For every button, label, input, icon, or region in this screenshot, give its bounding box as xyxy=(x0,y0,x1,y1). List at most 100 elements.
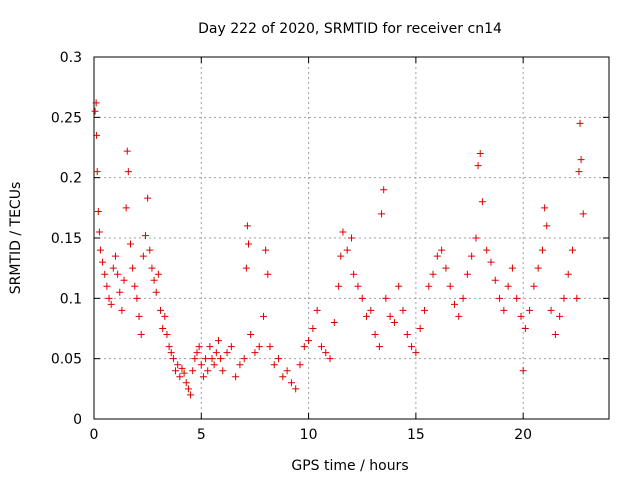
data-point xyxy=(107,300,115,308)
data-point xyxy=(472,234,480,242)
data-point xyxy=(150,276,158,284)
data-point xyxy=(551,331,559,339)
data-point xyxy=(382,294,390,302)
y-tick-label: 0.25 xyxy=(51,110,82,126)
data-point xyxy=(313,306,321,314)
data-point xyxy=(191,355,199,363)
data-point xyxy=(217,355,225,363)
data-point xyxy=(560,294,568,302)
data-point xyxy=(208,355,216,363)
data-point xyxy=(129,264,137,272)
data-point xyxy=(193,349,201,357)
data-point xyxy=(556,312,564,320)
data-point xyxy=(154,270,162,278)
data-point xyxy=(438,246,446,254)
data-point xyxy=(103,282,111,290)
x-tick-label: 0 xyxy=(90,427,99,443)
data-point xyxy=(139,252,147,260)
data-point xyxy=(195,343,203,351)
data-point xyxy=(116,288,124,296)
x-tick-label: 20 xyxy=(514,427,532,443)
x-axis: 0 5 10 15 20 xyxy=(90,57,532,443)
data-point xyxy=(283,367,291,375)
data-point xyxy=(93,168,101,176)
data-point xyxy=(412,349,420,357)
data-point xyxy=(212,349,220,357)
data-point xyxy=(92,99,100,107)
data-point xyxy=(251,349,259,357)
data-point xyxy=(363,312,371,320)
data-point xyxy=(390,318,398,326)
x-tick-label: 10 xyxy=(300,427,318,443)
data-point xyxy=(350,270,358,278)
y-tick-label: 0 xyxy=(73,412,82,428)
data-point xyxy=(395,282,403,290)
data-point xyxy=(296,361,304,369)
grid-lines xyxy=(94,57,609,419)
data-point xyxy=(137,331,145,339)
data-point xyxy=(513,294,521,302)
data-point xyxy=(451,300,458,308)
data-point xyxy=(124,168,132,176)
data-point xyxy=(114,270,122,278)
data-point xyxy=(408,343,416,351)
data-point xyxy=(167,349,175,357)
data-point xyxy=(446,282,454,290)
data-point xyxy=(335,282,343,290)
data-point xyxy=(279,373,287,381)
data-point xyxy=(243,222,251,230)
data-point xyxy=(547,306,555,314)
data-point xyxy=(576,119,584,127)
data-point xyxy=(184,385,192,393)
data-point xyxy=(180,369,188,377)
data-point xyxy=(202,355,210,363)
data-point xyxy=(476,150,484,158)
data-point xyxy=(317,343,325,351)
data-point xyxy=(135,312,143,320)
data-point xyxy=(326,355,334,363)
data-point xyxy=(210,361,218,369)
data-point xyxy=(491,276,499,284)
data-point xyxy=(146,246,154,254)
data-point xyxy=(133,294,141,302)
data-point xyxy=(157,306,165,314)
data-point xyxy=(245,240,252,248)
data-point xyxy=(199,373,207,381)
data-point xyxy=(95,228,103,236)
data-point xyxy=(425,282,433,290)
data-point xyxy=(122,204,130,212)
data-point xyxy=(455,312,463,320)
data-point xyxy=(94,207,102,215)
data-point xyxy=(266,343,274,351)
data-point xyxy=(148,264,156,272)
data-point xyxy=(219,367,227,375)
data-point xyxy=(206,343,214,351)
y-tick-label: 0.3 xyxy=(60,50,82,66)
data-point xyxy=(577,156,585,164)
data-point xyxy=(214,337,222,345)
data-point xyxy=(144,194,152,202)
data-point xyxy=(380,186,388,194)
data-point xyxy=(197,361,205,369)
data-point xyxy=(189,367,197,375)
data-point xyxy=(105,294,113,302)
data-point xyxy=(172,367,180,375)
data-point xyxy=(152,288,160,296)
data-point xyxy=(126,240,134,248)
data-point xyxy=(367,306,375,314)
y-tick-label: 0.05 xyxy=(51,352,82,368)
data-point xyxy=(358,294,366,302)
data-point xyxy=(375,343,383,351)
data-point xyxy=(354,282,362,290)
data-point xyxy=(433,252,441,260)
data-point xyxy=(508,264,516,272)
data-point xyxy=(519,367,527,375)
data-point xyxy=(163,331,171,339)
data-point xyxy=(178,364,186,372)
data-point xyxy=(538,246,546,254)
data-point xyxy=(101,270,109,278)
data-point xyxy=(526,306,534,314)
data-point xyxy=(96,246,104,254)
y-axis-label: SRMTID / TECUs xyxy=(8,182,24,295)
chart-title: Day 222 of 2020, SRMTID for receiver cn1… xyxy=(198,21,502,37)
